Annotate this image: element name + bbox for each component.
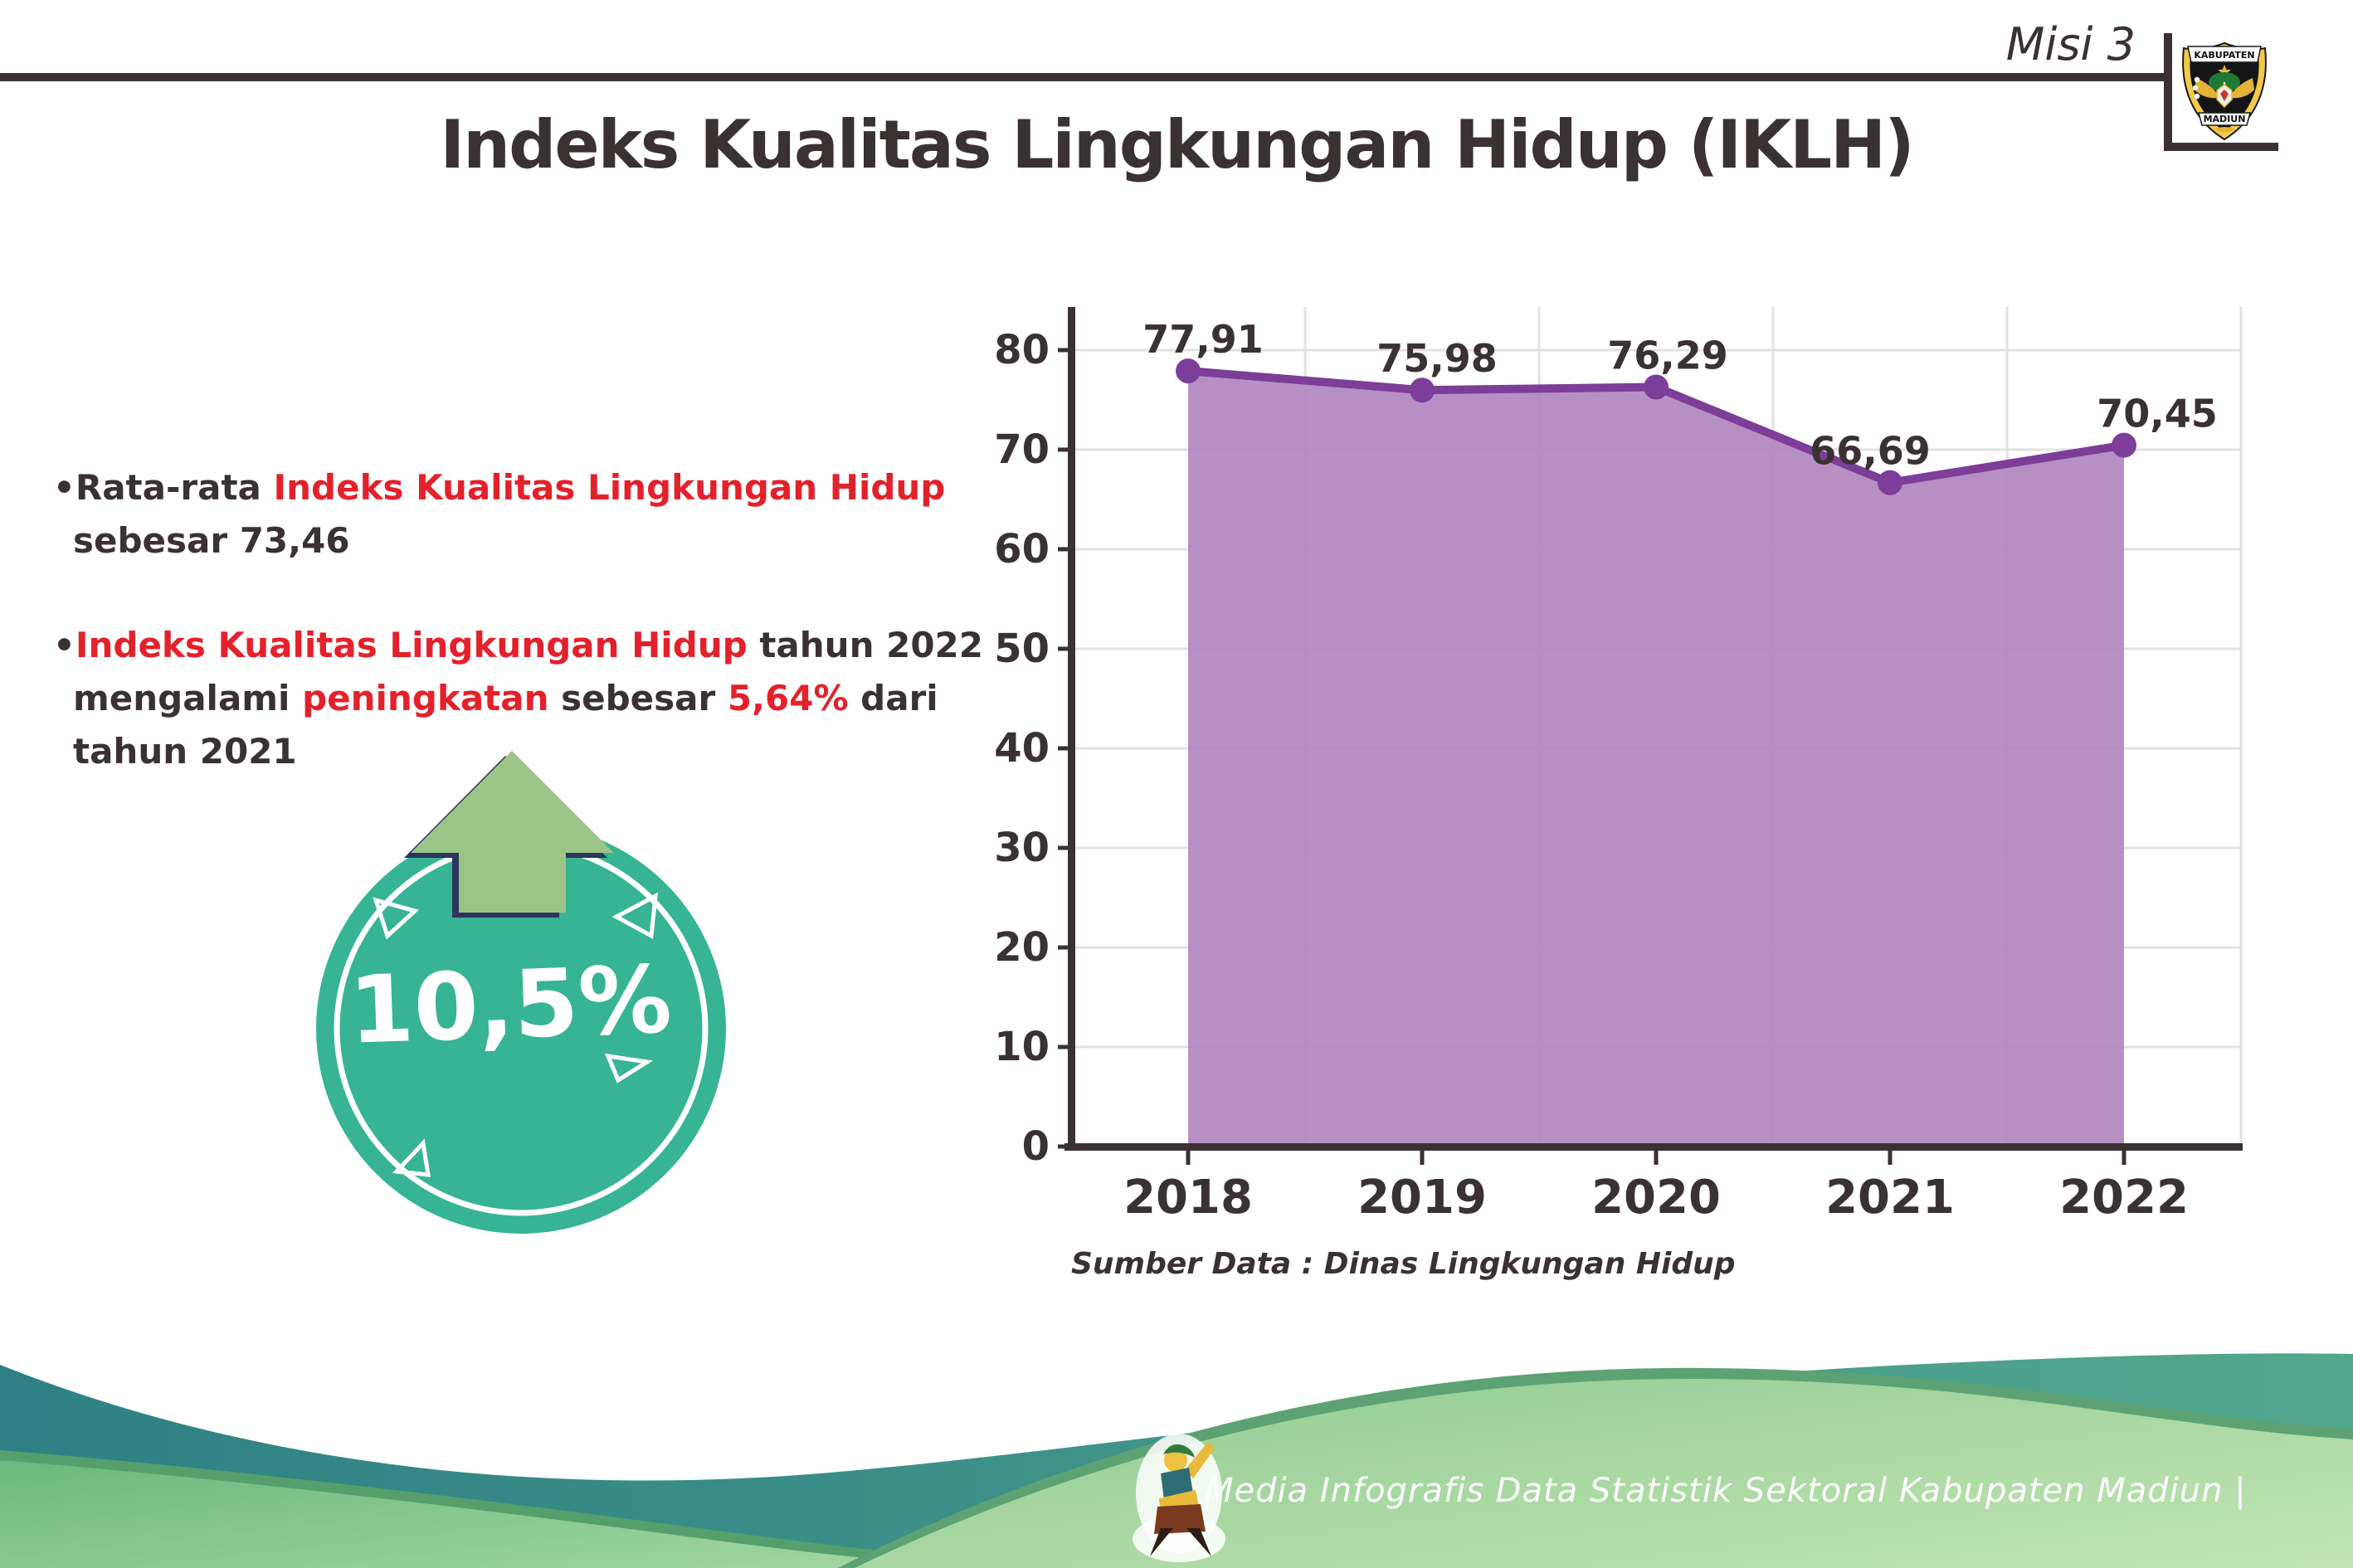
insight-bullet-1: •Rata-rata Indeks Kualitas Lingkungan Hi… [53, 461, 1016, 567]
insight-text: sebesar [548, 678, 728, 718]
bullet-dot: • [53, 625, 76, 665]
mascot-icon [1133, 1434, 1225, 1562]
y-tick-label: 40 [994, 725, 1050, 772]
iklh-chart: 0 10 20 30 40 50 60 70 80 2018 2019 2020 2021 2022 77,… [994, 307, 2243, 1281]
footer-green-dome [855, 1378, 2353, 1568]
y-tick-label: 20 [994, 924, 1050, 971]
x-tick-label: 2018 [1123, 1171, 1253, 1225]
insight-2-line-3: tahun 2021 [53, 725, 1016, 778]
data-point [1878, 470, 1902, 495]
data-point [1410, 377, 1435, 403]
header-rule [0, 73, 2164, 81]
insight-1-line-2: sebesar 73,46 [53, 514, 1016, 567]
logo-cotton-2 [2192, 85, 2199, 91]
growth-badge: 10,5% [316, 751, 726, 1234]
x-tick-label: 2022 [2059, 1171, 2189, 1225]
x-tick-label: 2019 [1357, 1171, 1487, 1225]
insight-text: tahun 2021 [73, 731, 297, 772]
y-tick-label: 80 [994, 327, 1050, 373]
page-title: Indeks Kualitas Lingkungan Hidup (IKLH) [440, 106, 1914, 183]
badge-value: 10,5% [348, 946, 674, 1064]
chart-source: Sumber Data : Dinas Lingkungan Hidup [1071, 1247, 1736, 1281]
y-tick-label: 10 [994, 1024, 1050, 1070]
insight-2-line-2: mengalami peningkatan sebesar 5,64% dari [53, 672, 1016, 725]
data-point-label: 76,29 [1607, 334, 1728, 378]
insight-bullet-2: •Indeks Kualitas Lingkungan Hidup tahun … [53, 619, 1016, 778]
logo-center-blade [2220, 90, 2229, 101]
logo-bracket-vertical [2164, 33, 2172, 151]
data-point-label: 66,69 [1810, 429, 1931, 474]
insight-highlight: Indeks Kualitas Lingkungan Hidup [75, 625, 748, 665]
insight-1-line-1: •Rata-rata Indeks Kualitas Lingkungan Hi… [53, 461, 1016, 514]
bullet-dot: • [53, 467, 76, 508]
insight-text: dari [848, 678, 938, 718]
insight-2-line-1: •Indeks Kualitas Lingkungan Hidup tahun … [53, 619, 1016, 672]
logo-wing-right-icon [2229, 78, 2254, 99]
x-tick-label: 2020 [1591, 1171, 1721, 1225]
insight-highlight: peningkatan [302, 678, 549, 718]
footer-green-wave-left [0, 1460, 996, 1568]
data-point-label: 75,98 [1376, 336, 1498, 381]
chart-area-layer [1176, 358, 2136, 1147]
x-axis-line [1064, 1143, 2243, 1151]
data-point-label: 70,45 [2097, 392, 2218, 436]
up-arrow-icon [411, 751, 614, 913]
footer-banner: Media Infografis Data Statistik Sektoral… [0, 1353, 2353, 1568]
logo-cotton-3 [2194, 93, 2200, 100]
data-point [2112, 432, 2136, 458]
data-point [1176, 358, 1201, 384]
logo-cotton-1 [2194, 76, 2200, 83]
data-point-label: 77,91 [1142, 317, 1264, 362]
badge-circle [316, 824, 726, 1234]
badge-spark-bottom-left [392, 1138, 431, 1177]
insight-text: mengalami [73, 678, 303, 718]
badge-spark-bottom-right [605, 1053, 654, 1083]
y-tick-label: 60 [994, 526, 1050, 572]
insight-highlight: 5,64% [727, 678, 849, 718]
logo-bottom-wing [2214, 127, 2235, 132]
logo-bottom-ribbon [2198, 112, 2251, 126]
y-tick-label: 0 [1022, 1123, 1050, 1170]
chart-axes-labels: 0 10 20 30 40 50 60 70 80 2018 2019 2020 2021 2022 77,… [994, 317, 2218, 1225]
logo-bracket-horizontal [2164, 143, 2278, 151]
logo-top-text: KABUPATEN [2194, 50, 2254, 61]
insight-text: sebesar 73,46 [73, 520, 350, 561]
logo-top-ribbon [2187, 46, 2262, 63]
y-tick-label: 50 [994, 626, 1050, 672]
footer-credit: Media Infografis Data Statistik Sektoral… [1205, 1472, 2247, 1510]
insights-block: •Rata-rata Indeks Kualitas Lingkungan Hi… [53, 461, 1016, 830]
y-tick-label: 70 [994, 426, 1050, 473]
area-fill [1188, 371, 2124, 1147]
logo-wing-left-icon [2195, 78, 2220, 99]
logo-bottom-text: MADIUN [2204, 114, 2246, 124]
badge-spark-top-left [373, 897, 420, 940]
insight-text: Rata-rata [75, 467, 274, 508]
badge-spark-top-right [611, 892, 658, 939]
misi-label: Misi 3 [2005, 18, 2136, 71]
x-tick-label: 2021 [1825, 1171, 1955, 1225]
y-axis-spine [1068, 307, 1075, 1150]
insight-highlight: Indeks Kualitas Lingkungan Hidup [273, 467, 946, 508]
kabupaten-madiun-logo-icon: KABUPATEN MADIUN [2182, 41, 2267, 141]
data-point [1644, 374, 1669, 400]
insight-text: tahun 2022 [747, 625, 983, 665]
y-tick-label: 30 [994, 825, 1050, 871]
